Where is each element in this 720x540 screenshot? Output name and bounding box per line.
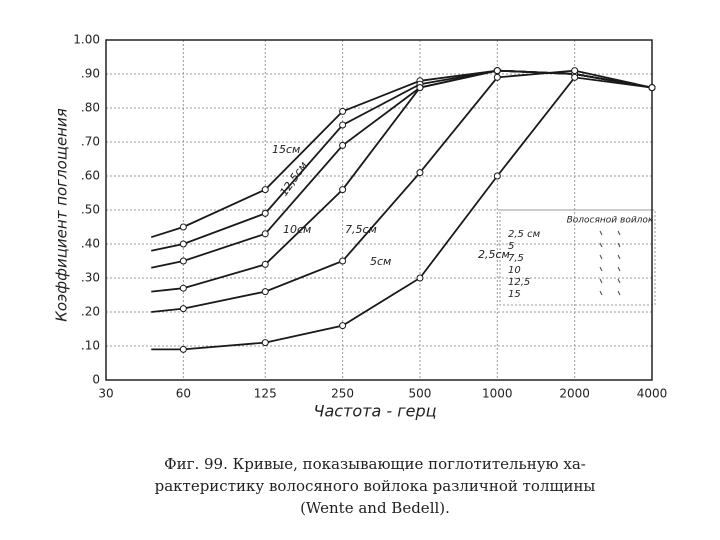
y-tick-label: .50 bbox=[81, 203, 100, 217]
ditto-mark bbox=[599, 242, 603, 248]
ditto-mark bbox=[599, 230, 603, 236]
data-point bbox=[339, 322, 347, 330]
series-line bbox=[151, 69, 653, 293]
data-point bbox=[179, 223, 187, 231]
ditto-mark bbox=[617, 266, 621, 272]
legend-box bbox=[499, 209, 656, 306]
legend-entry: 10 bbox=[508, 265, 521, 276]
y-tick-label: 0 bbox=[92, 373, 100, 387]
y-tick-label: .10 bbox=[81, 339, 100, 353]
data-point bbox=[261, 339, 269, 347]
data-point bbox=[571, 67, 579, 75]
series-label: 2,5см bbox=[478, 248, 510, 261]
plot-frame bbox=[105, 39, 653, 381]
caption: рактеристику волосяного войлока различно… bbox=[155, 477, 596, 495]
x-axis-label: Частота - герц bbox=[313, 402, 436, 421]
data-point bbox=[416, 84, 424, 92]
legend-entry: 5 bbox=[508, 241, 514, 252]
data-point bbox=[571, 73, 579, 81]
y-tick-label: .70 bbox=[81, 135, 100, 149]
data-point bbox=[339, 141, 347, 149]
ditto-mark bbox=[617, 290, 621, 296]
ditto-mark bbox=[599, 266, 603, 272]
y-tick-label: .20 bbox=[81, 305, 100, 319]
data-point bbox=[179, 284, 187, 292]
data-point bbox=[339, 186, 347, 194]
x-tick-label: 1000 bbox=[482, 387, 513, 401]
data-point bbox=[416, 274, 424, 282]
data-point bbox=[493, 73, 501, 81]
data-point bbox=[179, 345, 187, 353]
x-tick-label: 2000 bbox=[559, 387, 590, 401]
data-point bbox=[261, 186, 269, 194]
data-point bbox=[648, 84, 656, 92]
series-label: 7,5см bbox=[345, 223, 377, 236]
ditto-mark bbox=[617, 254, 621, 260]
data-point bbox=[261, 230, 269, 238]
y-tick-label: .40 bbox=[81, 237, 100, 251]
series-line bbox=[151, 69, 653, 313]
series-label: 5см bbox=[370, 255, 391, 268]
ditto-mark bbox=[617, 242, 621, 248]
data-point bbox=[339, 121, 347, 129]
data-point bbox=[179, 240, 187, 248]
x-tick-label: 125 bbox=[254, 387, 277, 401]
legend-title: Волосяной войлок bbox=[567, 216, 654, 226]
ditto-mark bbox=[599, 278, 603, 284]
data-point bbox=[261, 209, 269, 217]
x-tick-label: 60 bbox=[176, 387, 191, 401]
y-tick-label: .80 bbox=[81, 101, 100, 115]
y-tick-label: .90 bbox=[81, 67, 100, 81]
y-axis-label: Коэффициент поглощения bbox=[53, 108, 71, 322]
series-label: 15см bbox=[272, 143, 300, 156]
ditto-mark bbox=[617, 230, 621, 236]
ditto-mark bbox=[599, 290, 603, 296]
x-tick-label: 500 bbox=[408, 387, 431, 401]
ditto-mark bbox=[617, 278, 621, 284]
data-point bbox=[261, 260, 269, 268]
data-point bbox=[179, 305, 187, 313]
legend-entry: 12,5 bbox=[508, 277, 530, 288]
y-tick-label: .60 bbox=[81, 169, 100, 183]
y-tick-label: .30 bbox=[81, 271, 100, 285]
legend-entry: 2,5 см bbox=[508, 229, 541, 240]
legend-entry: 15 bbox=[508, 289, 521, 300]
x-tick-label: 250 bbox=[331, 387, 354, 401]
data-point bbox=[339, 107, 347, 115]
x-tick-label: 4000 bbox=[637, 387, 668, 401]
y-tick-label: 1.00 bbox=[73, 33, 100, 47]
caption: (Wente and Bedell). bbox=[300, 499, 450, 517]
legend-entry: 7,5 bbox=[508, 253, 524, 264]
data-point bbox=[493, 172, 501, 180]
caption: Фиг. 99. Кривые, показывающие поглотител… bbox=[164, 455, 586, 473]
data-point bbox=[416, 169, 424, 177]
data-point bbox=[339, 257, 347, 265]
data-point bbox=[261, 288, 269, 296]
data-point bbox=[493, 67, 501, 75]
x-tick-label: 30 bbox=[98, 387, 113, 401]
data-point bbox=[179, 257, 187, 265]
ditto-mark bbox=[599, 254, 603, 260]
series-line bbox=[151, 76, 653, 351]
